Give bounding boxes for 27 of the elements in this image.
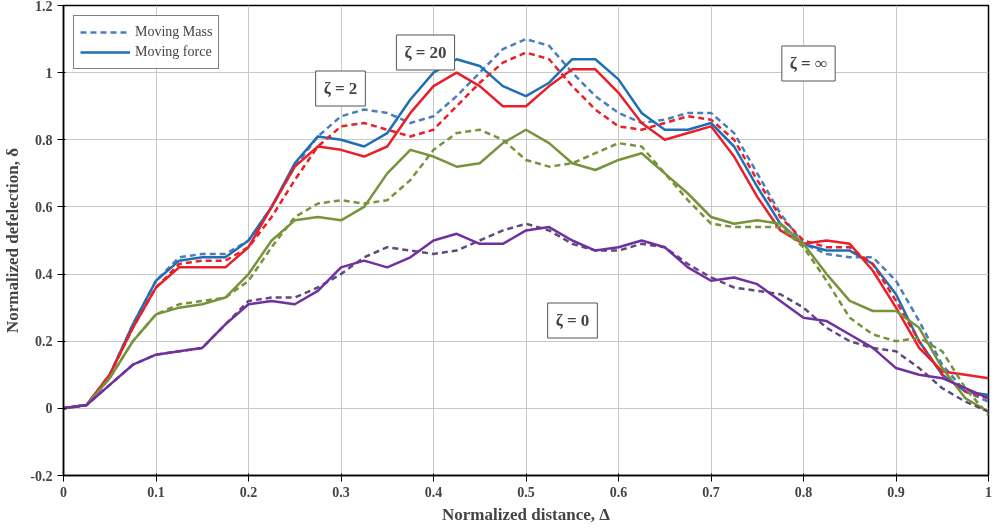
- y-tick-label: 0: [45, 401, 53, 417]
- x-tick-label: 0.8: [794, 484, 813, 500]
- annotation: ζ = 20: [404, 43, 447, 62]
- x-axis-title: Normalized distance, Δ: [442, 504, 611, 524]
- x-tick-label: 0: [60, 484, 67, 500]
- x-tick-label: 0.1: [147, 484, 165, 500]
- y-tick-label: 0.6: [35, 199, 53, 215]
- y-tick-label: 1: [45, 65, 53, 81]
- y-tick-label: 1.2: [35, 0, 53, 14]
- legend-label: Moving force: [135, 44, 212, 60]
- annotation: ζ = ∞: [789, 54, 828, 73]
- x-tick-label: 0.5: [517, 484, 535, 500]
- annotation: ζ = 0: [555, 311, 590, 330]
- x-tick-label: 0.3: [332, 484, 350, 500]
- x-tick-label: 0.4: [424, 484, 443, 500]
- y-tick-label: 0.2: [35, 334, 53, 350]
- x-tick-label: 0.2: [239, 484, 258, 500]
- y-tick-label: 0.4: [35, 267, 53, 283]
- annotation: ζ = 2: [323, 79, 358, 98]
- x-tick-label: 0.9: [887, 484, 905, 500]
- y-tick-label: 0.8: [35, 132, 53, 148]
- y-tick-label: -0.2: [30, 468, 53, 484]
- legend-label: Moving Mass: [135, 24, 213, 40]
- y-axis-title: Normalized defelection, δ: [3, 147, 23, 333]
- x-tick-label: 0.7: [702, 484, 720, 500]
- x-tick-label: 1: [985, 484, 992, 500]
- x-tick-label: 0.6: [609, 484, 628, 500]
